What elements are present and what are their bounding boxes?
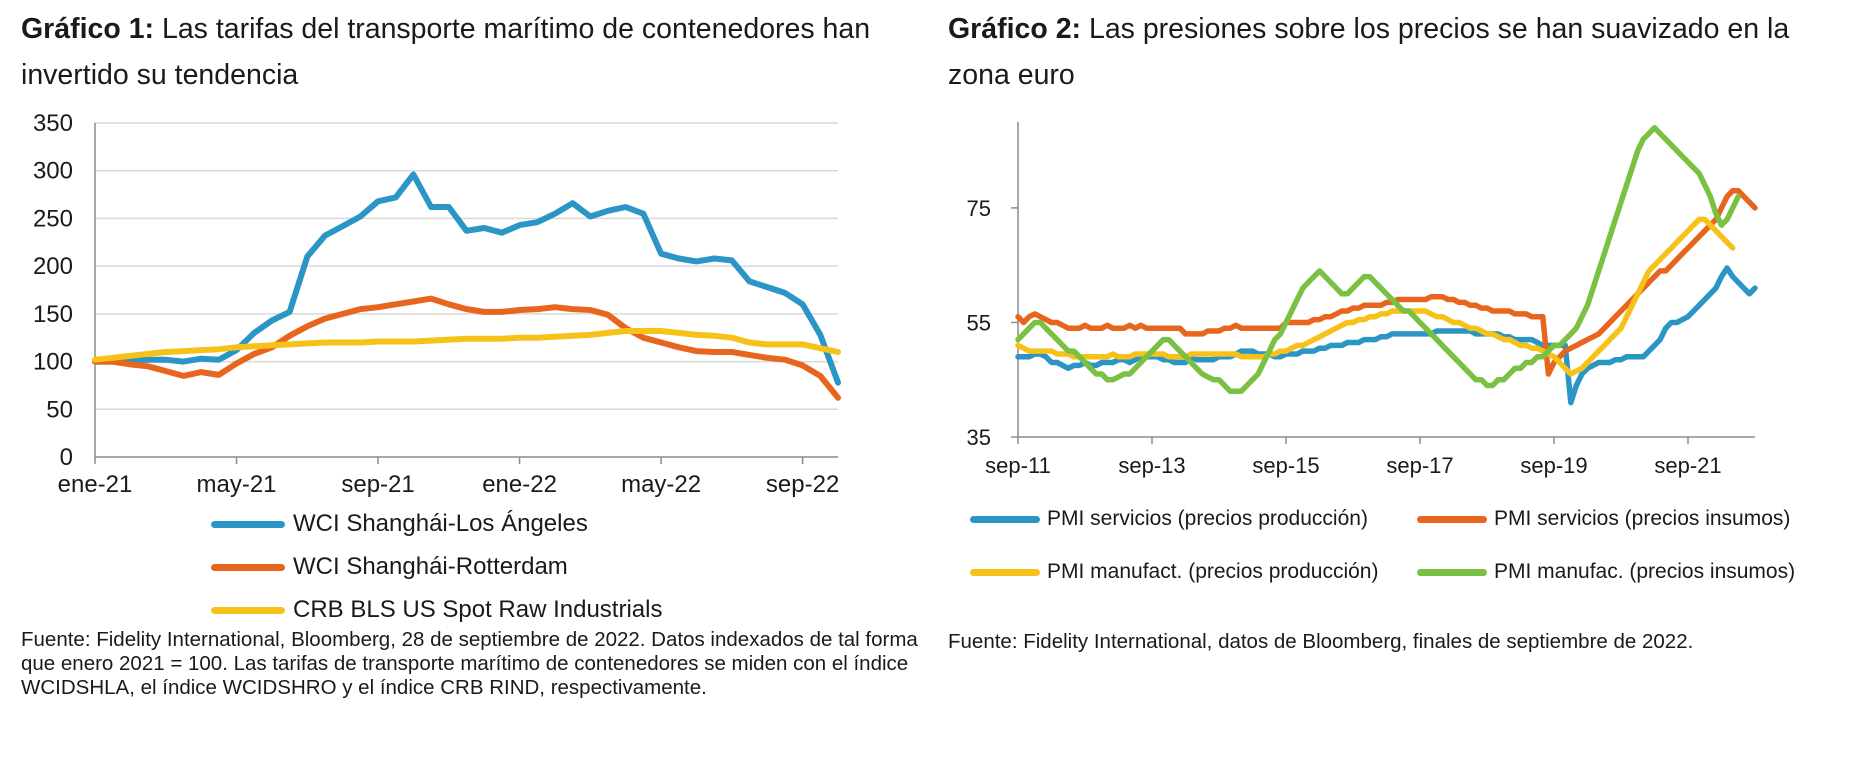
chart2-legend-label: PMI servicios (precios insumos): [1494, 507, 1791, 530]
chart2-x-tick-label: sep-19: [1520, 453, 1587, 478]
chart1-legend-label: CRB BLS US Spot Raw Industrials: [293, 596, 663, 623]
chart1-y-tick-label: 250: [33, 205, 73, 232]
chart2-x-tick-label: sep-21: [1654, 453, 1721, 478]
chart2-legend-label: PMI servicios (precios producción): [1047, 507, 1368, 530]
chart2-legend-swatch: [970, 568, 1040, 576]
chart2-legend-swatch: [970, 515, 1040, 523]
chart2-title: Gráfico 2: Las presiones sobre los preci…: [948, 6, 1848, 98]
chart1-legend-label: WCI Shanghái-Rotterdam: [293, 553, 568, 580]
chart1-legend-label: WCI Shanghái-Los Ángeles: [293, 510, 588, 537]
chart2-x-tick-label: sep-13: [1118, 453, 1185, 478]
chart1-legend-swatch: [211, 563, 285, 571]
chart-panel-1: Gráfico 1: Las tarifas del transporte ma…: [0, 0, 930, 766]
chart1-legend-item: CRB BLS US Spot Raw Industrials: [211, 596, 662, 624]
chart2-title-label: Gráfico 2:: [948, 13, 1082, 45]
chart2-legend-swatch: [1417, 515, 1487, 523]
chart2-y-tick-label: 55: [967, 310, 991, 335]
chart2-legend-label: PMI manufac. (precios insumos): [1494, 560, 1796, 583]
chart1-x-tick-label: sep-22: [766, 471, 839, 498]
chart2-x-tick-label: sep-11: [985, 453, 1051, 478]
chart1-series-line-3: [92, 328, 841, 363]
chart1-y-tick-label: 350: [33, 110, 73, 137]
chart2-series-line-3: [1015, 216, 1736, 377]
chart2-x-tick-label: sep-17: [1386, 453, 1453, 478]
chart1-y-tick-label: 100: [33, 349, 73, 376]
chart2-source: Fuente: Fidelity International, datos de…: [948, 630, 1694, 653]
chart2-legend-label: PMI manufact. (precios producción): [1047, 560, 1379, 583]
chart1-x-tick-label: may-22: [621, 471, 701, 498]
chart2-legend-item: PMI servicios (precios producción): [970, 507, 1368, 531]
chart1-series-line-1: [92, 171, 841, 386]
chart1-legend-swatch: [211, 520, 285, 528]
chart1-x-tick-label: sep-21: [341, 471, 414, 498]
chart2-series-line-4: [1015, 124, 1742, 394]
chart2-legend-item: PMI manufact. (precios producción): [970, 560, 1378, 584]
chart1-y-tick-label: 0: [60, 444, 73, 471]
chart1-x-tick-label: ene-22: [482, 471, 557, 498]
chart1-source: Fuente: Fidelity International, Bloomber…: [21, 628, 918, 699]
chart1-y-tick-label: 200: [33, 253, 73, 280]
chart1-y-tick-label: 300: [33, 158, 73, 185]
chart2-legend-item: PMI manufac. (precios insumos): [1417, 560, 1795, 584]
chart2-y-tick-label: 75: [967, 196, 991, 221]
chart1-title-label: Gráfico 1:: [21, 13, 155, 45]
chart1-x-tick-label: may-21: [197, 471, 277, 498]
chart1-legend-item: WCI Shanghái-Rotterdam: [211, 553, 568, 581]
chart2-title-text: Las presiones sobre los precios se han s…: [948, 13, 1790, 91]
chart2-plot: 35 55 75 sep-11 sep-13 sep-15 sep-17 sep-19 sep-…: [967, 122, 1758, 478]
chart1-legend-item: WCI Shanghái-Los Ángeles: [211, 510, 588, 538]
chart2-series-line-1: [1015, 265, 1758, 406]
chart1-y-tick-label: 150: [33, 301, 73, 328]
chart1-title: Gráfico 1: Las tarifas del transporte ma…: [21, 6, 901, 98]
chart1-series-line-2: [92, 295, 841, 401]
chart1-x-tick-label: ene-21: [58, 471, 133, 498]
chart1-legend-swatch: [211, 606, 285, 614]
chart2-legend-swatch: [1417, 568, 1487, 576]
chart2-x-tick-label: sep-15: [1252, 453, 1319, 478]
chart1-y-tick-label: 50: [46, 396, 73, 423]
chart-panel-2: Gráfico 2: Las presiones sobre los preci…: [930, 0, 1869, 766]
chart2-y-tick-label: 35: [967, 425, 991, 450]
chart1-title-text: Las tarifas del transporte marítimo de c…: [21, 13, 871, 91]
chart1-plot: 0 50 100 150 200 250 300 350 ene-21 may-21 sep-21 e…: [33, 110, 841, 498]
chart2-legend-item: PMI servicios (precios insumos): [1417, 507, 1790, 531]
